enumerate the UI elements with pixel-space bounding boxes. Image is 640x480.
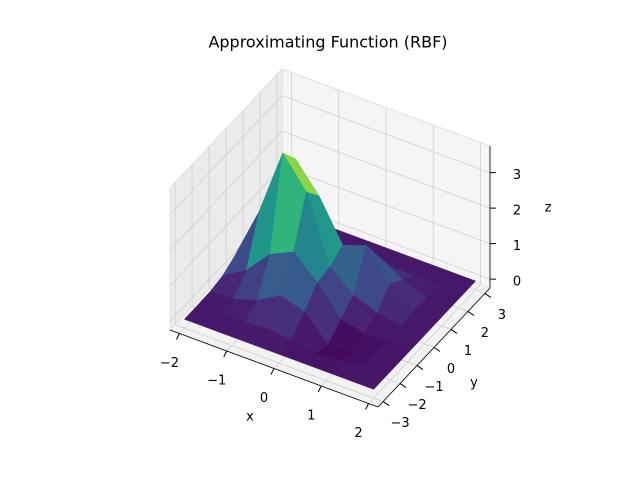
grid-line	[281, 166, 491, 245]
y-tick-label: 1	[464, 344, 472, 359]
x-axis	[169, 329, 379, 408]
x-tick	[176, 333, 180, 340]
y-tick	[399, 383, 407, 388]
x-tick	[317, 385, 322, 393]
grid-line	[281, 130, 491, 209]
surface-patch	[349, 366, 387, 390]
y-tick	[450, 329, 458, 334]
x-tick	[270, 368, 275, 375]
chart-title: Approximating Function (RBF)	[208, 33, 447, 52]
y-tick-label: −3	[391, 416, 410, 431]
y-tick	[467, 311, 475, 316]
z-tick-label: 0	[513, 275, 521, 290]
y-tick-label: 3	[498, 308, 506, 323]
grid-line	[169, 166, 283, 286]
x-tick-label: −2	[160, 356, 179, 371]
grid-line	[174, 324, 384, 402]
y-tick	[416, 365, 424, 370]
z-tick-label: 3	[513, 168, 521, 183]
x-tick-label: 0	[260, 391, 268, 406]
x-tick-label: −1	[207, 374, 226, 389]
y-tick-label: −1	[424, 380, 443, 395]
x-tick	[365, 403, 369, 410]
y-axis	[377, 287, 491, 408]
grid-line	[169, 95, 283, 215]
y-tick	[484, 292, 492, 298]
z-axis-label: z	[545, 201, 552, 216]
grid-line	[281, 95, 491, 174]
x-tick	[223, 350, 228, 358]
y-tick	[433, 347, 441, 352]
x-tick-label: 2	[354, 426, 362, 441]
grid-line	[169, 130, 283, 251]
z-tick-label: 1	[513, 239, 521, 254]
y-axis-label: y	[470, 376, 478, 391]
y-tick-label: 2	[481, 326, 489, 341]
z-tick-label: 2	[513, 204, 521, 219]
x-tick-label: 1	[307, 409, 315, 424]
y-tick	[382, 401, 390, 407]
y-tick-label: 0	[447, 362, 455, 377]
y-tick-label: −2	[407, 398, 426, 413]
x-axis-label: x	[246, 410, 254, 425]
